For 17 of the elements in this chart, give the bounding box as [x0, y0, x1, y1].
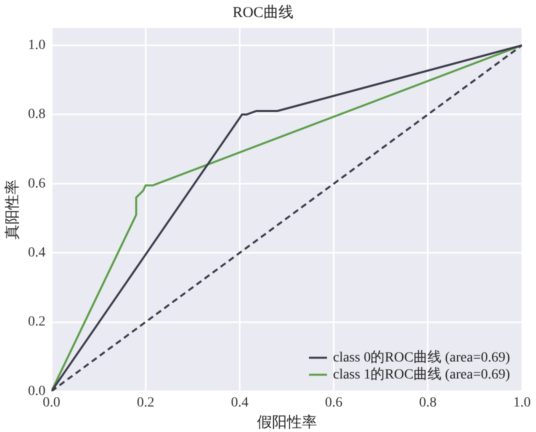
legend-label: class 1的ROC曲线 (area=0.69) — [332, 366, 510, 382]
y-tick-label: 0.2 — [28, 314, 46, 330]
legend-label: class 0的ROC曲线 (area=0.69) — [332, 349, 510, 366]
x-tick-label: 1.0 — [513, 395, 531, 410]
x-tick-label: 0.2 — [136, 395, 154, 410]
y-tick-label: 0.0 — [28, 384, 46, 399]
x-tick-label: 0.6 — [325, 395, 343, 410]
y-tick-label: 0.6 — [28, 176, 46, 192]
x-tick-label: 0.0 — [42, 395, 60, 410]
chart-title: ROC曲线 — [232, 4, 294, 21]
y-tick-label: 1.0 — [28, 38, 46, 53]
y-tick-label: 0.8 — [28, 107, 46, 122]
x-axis-title: 假阳性率 — [256, 414, 317, 431]
x-tick-label: 0.4 — [230, 395, 248, 410]
x-tick-label: 0.8 — [419, 395, 437, 410]
y-tick-label: 0.4 — [28, 246, 46, 261]
y-axis-title: 真阳性率 — [4, 180, 21, 240]
